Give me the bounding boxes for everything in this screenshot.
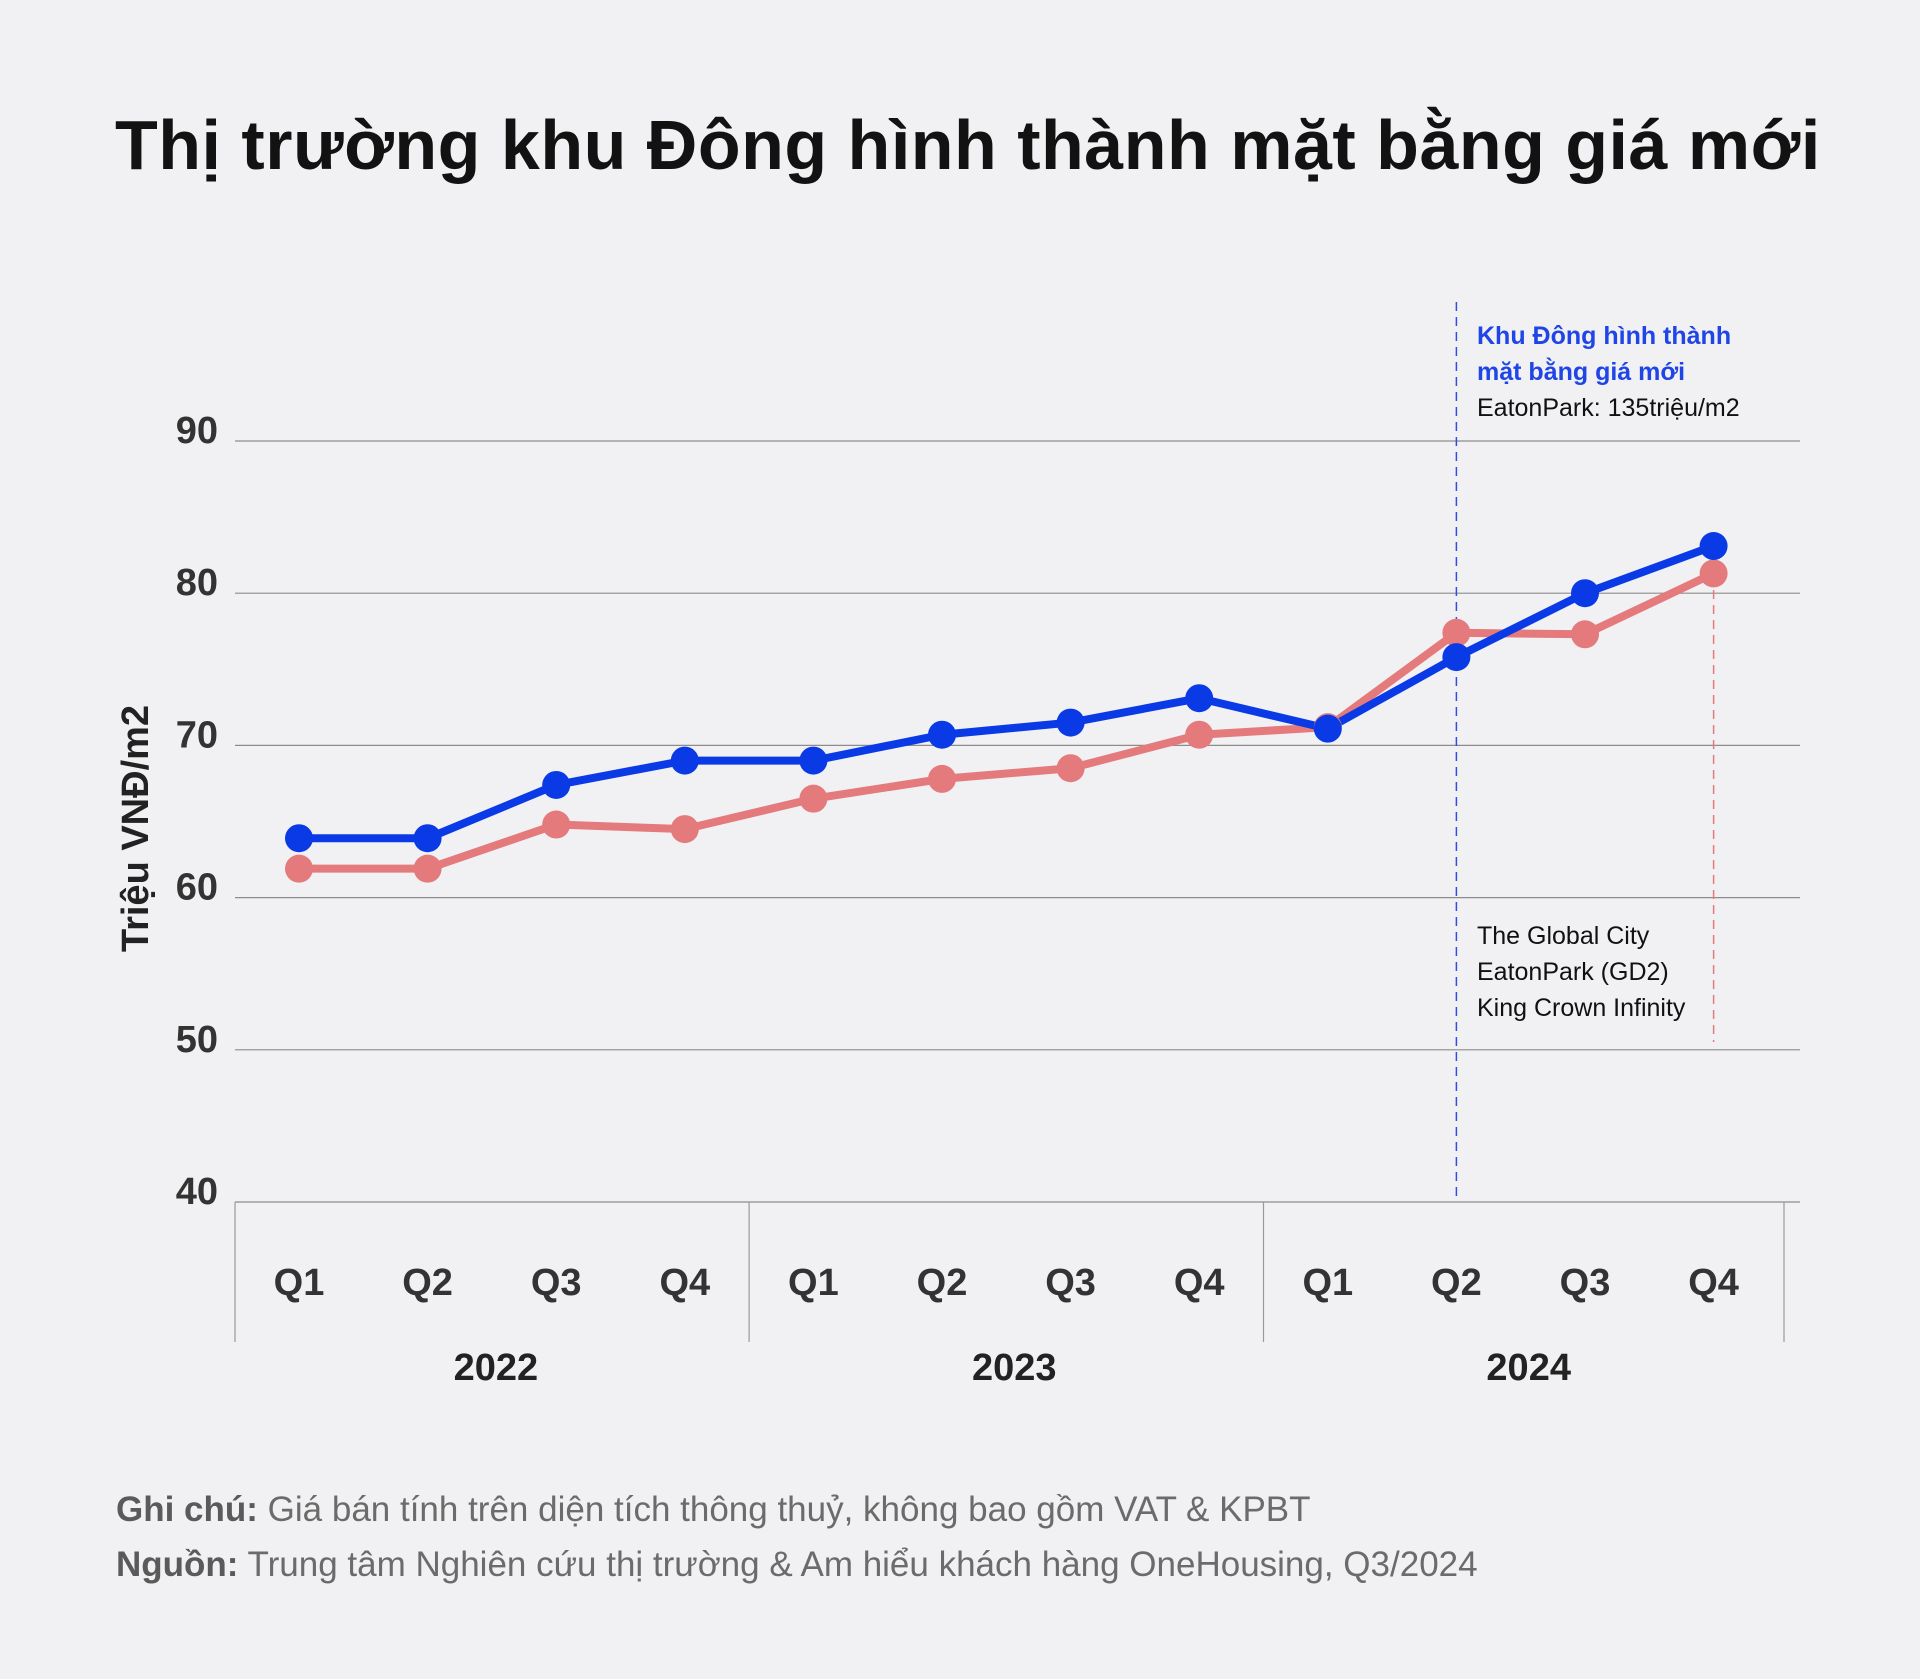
x-group-label: 2024	[1486, 1347, 1571, 1389]
data-point	[1699, 532, 1728, 561]
x-tick-label: Q3	[531, 1262, 582, 1304]
annotation-project-text: EatonPark (GD2)	[1477, 958, 1669, 986]
y-tick-label: 80	[176, 562, 218, 604]
data-point	[285, 824, 313, 853]
data-point	[1442, 643, 1471, 672]
data-point	[285, 854, 313, 883]
annotation-highlight-text: mặt bằng giá mới	[1477, 356, 1685, 386]
x-tick-label: Q4	[659, 1262, 710, 1304]
annotation-detail-text: EatonPark: 135triệu/m2	[1477, 394, 1740, 422]
x-tick-label: Q3	[1560, 1262, 1611, 1304]
y-tick-label: 90	[176, 410, 218, 452]
data-point	[1185, 720, 1214, 749]
data-point	[413, 854, 442, 883]
x-group-label: 2023	[972, 1347, 1057, 1389]
data-point	[542, 770, 571, 799]
data-point	[1185, 684, 1214, 713]
x-tick-label: Q2	[1431, 1262, 1482, 1304]
note-line: Ghi chú: Giá bán tính trên diện tích thô…	[116, 1490, 1311, 1529]
x-tick-label: Q2	[402, 1262, 453, 1304]
x-tick-label: Q2	[917, 1262, 968, 1304]
data-point	[542, 810, 571, 839]
y-tick-label: 70	[176, 714, 218, 756]
y-axis-label: Triệu VNĐ/m2	[115, 705, 157, 952]
data-point	[1056, 754, 1085, 783]
y-tick-label: 60	[176, 867, 218, 909]
data-point	[1056, 708, 1085, 737]
chart-title: Thị trường khu Đông hình thành mặt bằng …	[115, 106, 1821, 184]
data-point	[799, 784, 828, 813]
series-line	[295, 569, 1718, 873]
y-tick-label: 50	[176, 1019, 218, 1061]
data-point	[1699, 559, 1728, 588]
source-line: Nguồn: Trung tâm Nghiên cứu thị trường &…	[116, 1545, 1478, 1584]
annotation-project-text: King Crown Infinity	[1477, 994, 1686, 1022]
data-point	[670, 815, 699, 844]
chart-notes: Ghi chú: Giá bán tính trên diện tích thô…	[116, 1482, 1478, 1592]
data-point	[1442, 618, 1471, 647]
annotation-project-text: The Global City	[1477, 922, 1650, 950]
data-point	[1571, 620, 1599, 649]
x-tick-label: Q1	[788, 1262, 839, 1304]
data-point	[928, 764, 956, 793]
data-point	[799, 746, 828, 775]
x-tick-label: Q3	[1045, 1262, 1096, 1304]
data-point	[928, 720, 956, 749]
data-point	[1313, 714, 1342, 743]
data-point	[1571, 579, 1599, 608]
x-tick-label: Q4	[1688, 1262, 1739, 1304]
data-point	[670, 746, 699, 775]
x-tick-label: Q1	[1302, 1262, 1353, 1304]
x-tick-label: Q4	[1174, 1262, 1225, 1304]
data-point	[413, 824, 442, 853]
x-tick-label: Q1	[274, 1262, 325, 1304]
x-group-label: 2022	[454, 1347, 539, 1389]
y-tick-label: 40	[176, 1171, 218, 1213]
series-line	[295, 542, 1718, 843]
annotation-highlight-text: Khu Đông hình thành	[1477, 322, 1731, 350]
